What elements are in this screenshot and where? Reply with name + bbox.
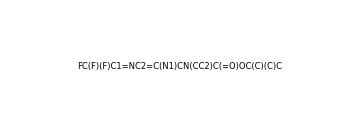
- Text: FC(F)(F)C1=NC2=C(N1)CN(CC2)C(=O)OC(C)(C)C: FC(F)(F)C1=NC2=C(N1)CN(CC2)C(=O)OC(C)(C)…: [77, 62, 283, 70]
